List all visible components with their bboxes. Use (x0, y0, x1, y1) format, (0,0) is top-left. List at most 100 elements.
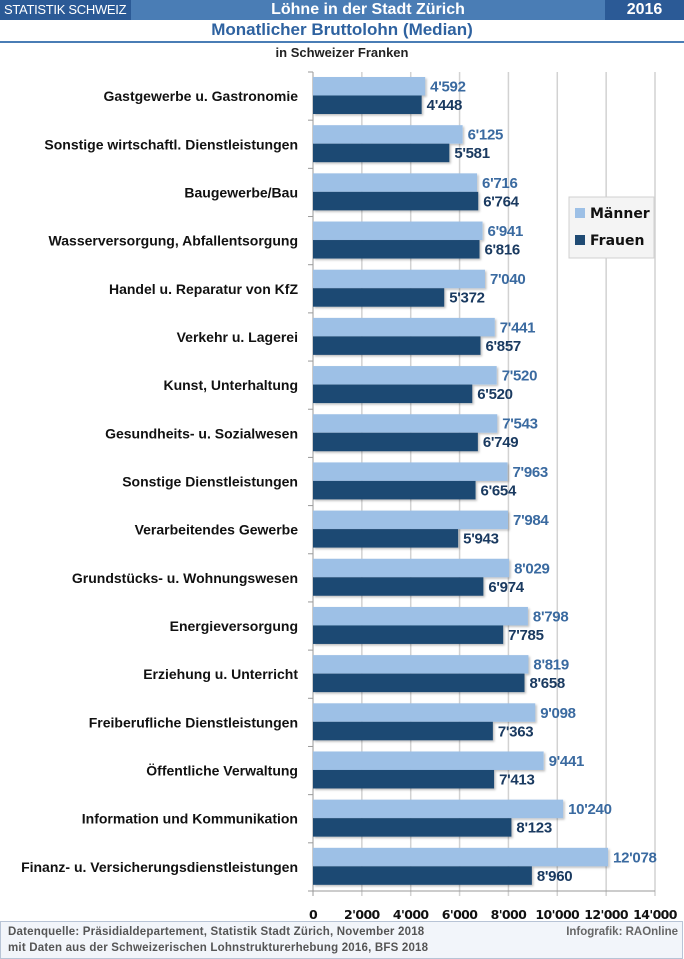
x-tick-label: 12'000 (584, 907, 629, 920)
source-line-2: mit Daten aus der Schweizerischen Lohnst… (8, 942, 429, 954)
value-label-maenner: 7'543 (502, 416, 537, 433)
credit: Infografik: RAOnline (566, 926, 678, 938)
bar-frauen (313, 384, 473, 404)
bar-maenner (313, 414, 498, 433)
brand-label: STATISTIK SCHWEIZ (0, 0, 131, 20)
category-label: Erziehung u. Unterricht (143, 666, 298, 682)
bar-frauen (313, 577, 484, 596)
bars (313, 77, 609, 885)
value-label-frauen: 8'658 (530, 675, 565, 692)
chart-title: Monatlicher Bruttolohn (Median) (211, 20, 473, 39)
bar-maenner (313, 847, 609, 867)
category-label: Kunst, Unterhaltung (163, 377, 298, 393)
x-tick-label: 14'000 (633, 907, 678, 920)
value-label-frauen: 5'372 (449, 290, 484, 307)
value-label-maenner: 8'819 (533, 657, 568, 674)
value-label-frauen: 6'974 (488, 579, 524, 596)
category-label: Gastgewerbe u. Gastronomie (104, 88, 299, 104)
value-label-maenner: 10'240 (568, 801, 611, 818)
bar-maenner (313, 655, 529, 674)
bar-maenner (313, 317, 495, 337)
chart-subtitle: in Schweizer Franken (275, 45, 409, 60)
bar-frauen (313, 288, 445, 307)
bar-maenner (313, 703, 536, 722)
value-label-maenner: 7'984 (513, 512, 549, 529)
x-tick-label: 2'000 (344, 907, 381, 920)
value-label-frauen: 6'764 (483, 193, 519, 210)
bar-maenner (313, 558, 510, 578)
bar-maenner (313, 125, 463, 144)
header-bar: STATISTIK SCHWEIZ Löhne in der Stadt Zür… (0, 0, 684, 20)
category-label: Freiberufliche Dienstleistungen (89, 714, 298, 730)
category-label: Sonstige Dienstleistungen (122, 474, 298, 490)
title-divider (0, 41, 684, 43)
value-label-maenner: 12'078 (613, 849, 656, 866)
legend-box (568, 196, 655, 259)
category-label: Grundstücks- u. Wohnungswesen (72, 570, 298, 586)
x-tick-label: 10'000 (535, 907, 580, 920)
bar-maenner (313, 173, 478, 192)
value-label-maenner: 7'520 (502, 368, 537, 385)
category-label: Gesundheits- u. Sozialwesen (105, 425, 298, 441)
value-label-maenner: 9'441 (549, 753, 584, 770)
value-label-frauen: 7'363 (498, 723, 533, 740)
category-label: Wasserversorgung, Abfallentsorgung (49, 233, 298, 249)
bar-frauen (313, 95, 422, 114)
bar-frauen (313, 143, 450, 163)
x-tick-label: 6'000 (442, 907, 479, 920)
category-label: Baugewerbe/Bau (184, 184, 298, 200)
bar-maenner (313, 510, 509, 530)
bar-frauen (313, 240, 480, 259)
bar-frauen (313, 769, 495, 789)
bar-frauen (313, 336, 481, 355)
value-label-frauen: 5'581 (454, 145, 489, 162)
x-tick-label: 4'000 (393, 907, 430, 920)
value-label-maenner: 8'029 (514, 560, 549, 577)
category-label: Öffentliche Verwaltung (146, 763, 298, 779)
bar-maenner (313, 77, 426, 96)
value-label-maenner: 6'941 (488, 223, 523, 240)
category-label: Energieversorgung (170, 618, 298, 634)
value-label-maenner: 9'098 (540, 705, 575, 722)
header-title: Löhne in der Stadt Zürich (271, 1, 465, 18)
bar-maenner (313, 366, 497, 385)
category-label: Verkehr u. Lagerei (177, 329, 298, 345)
legend-label-frauen: Frauen (590, 233, 644, 249)
footer: Datenquelle: Präsidialdepartement, Stati… (0, 921, 683, 959)
value-label-frauen: 5'943 (463, 531, 498, 548)
category-label: Information und Kommunikation (82, 811, 298, 827)
category-labels: Gastgewerbe u. Gastronomie Sonstige wirts… (21, 88, 298, 875)
legend: Männer Frauen (568, 196, 655, 259)
value-label-maenner: 8'798 (533, 608, 568, 625)
value-label-maenner: 7'963 (513, 464, 548, 481)
header-year: 2016 (605, 0, 684, 20)
value-label-frauen: 6'749 (483, 434, 518, 451)
x-tick-label: 8'000 (491, 907, 528, 920)
x-axis-ticks: 0 2'000 4'000 6'000 8'000 10'000 12'000 14'000 (309, 907, 678, 920)
bar-frauen (313, 529, 459, 548)
category-label: Handel u. Reparatur von KfZ (109, 281, 298, 297)
value-label-frauen: 8'960 (537, 868, 572, 885)
bar-maenner (313, 751, 544, 770)
legend-label-maenner: Männer (590, 206, 650, 222)
x-tick-label: 0 (309, 907, 318, 920)
bar-frauen (313, 673, 525, 693)
bar-maenner (313, 606, 528, 626)
value-label-maenner: 6'125 (468, 127, 503, 144)
bar-frauen (313, 721, 493, 741)
value-label-frauen: 6'520 (477, 386, 512, 403)
bar-chart: Gastgewerbe u. Gastronomie Sonstige wirts… (21, 71, 678, 920)
category-label: Sonstige wirtschaftl. Dienstleistungen (44, 136, 298, 152)
source-line-1: Datenquelle: Präsidialdepartement, Stati… (8, 926, 425, 938)
value-label-frauen: 8'123 (516, 820, 551, 837)
bar-frauen (313, 432, 478, 452)
bar-frauen (313, 866, 532, 885)
value-label-frauen: 7'413 (499, 771, 534, 788)
value-label-frauen: 6'857 (486, 338, 521, 355)
value-label-maenner: 4'592 (430, 79, 465, 96)
value-label-maenner: 7'040 (490, 271, 525, 288)
bar-maenner (313, 799, 564, 819)
category-label: Finanz- u. Versicherungsdienstleistungen (21, 859, 298, 875)
bar-frauen (313, 480, 476, 500)
bar-frauen (313, 191, 479, 211)
